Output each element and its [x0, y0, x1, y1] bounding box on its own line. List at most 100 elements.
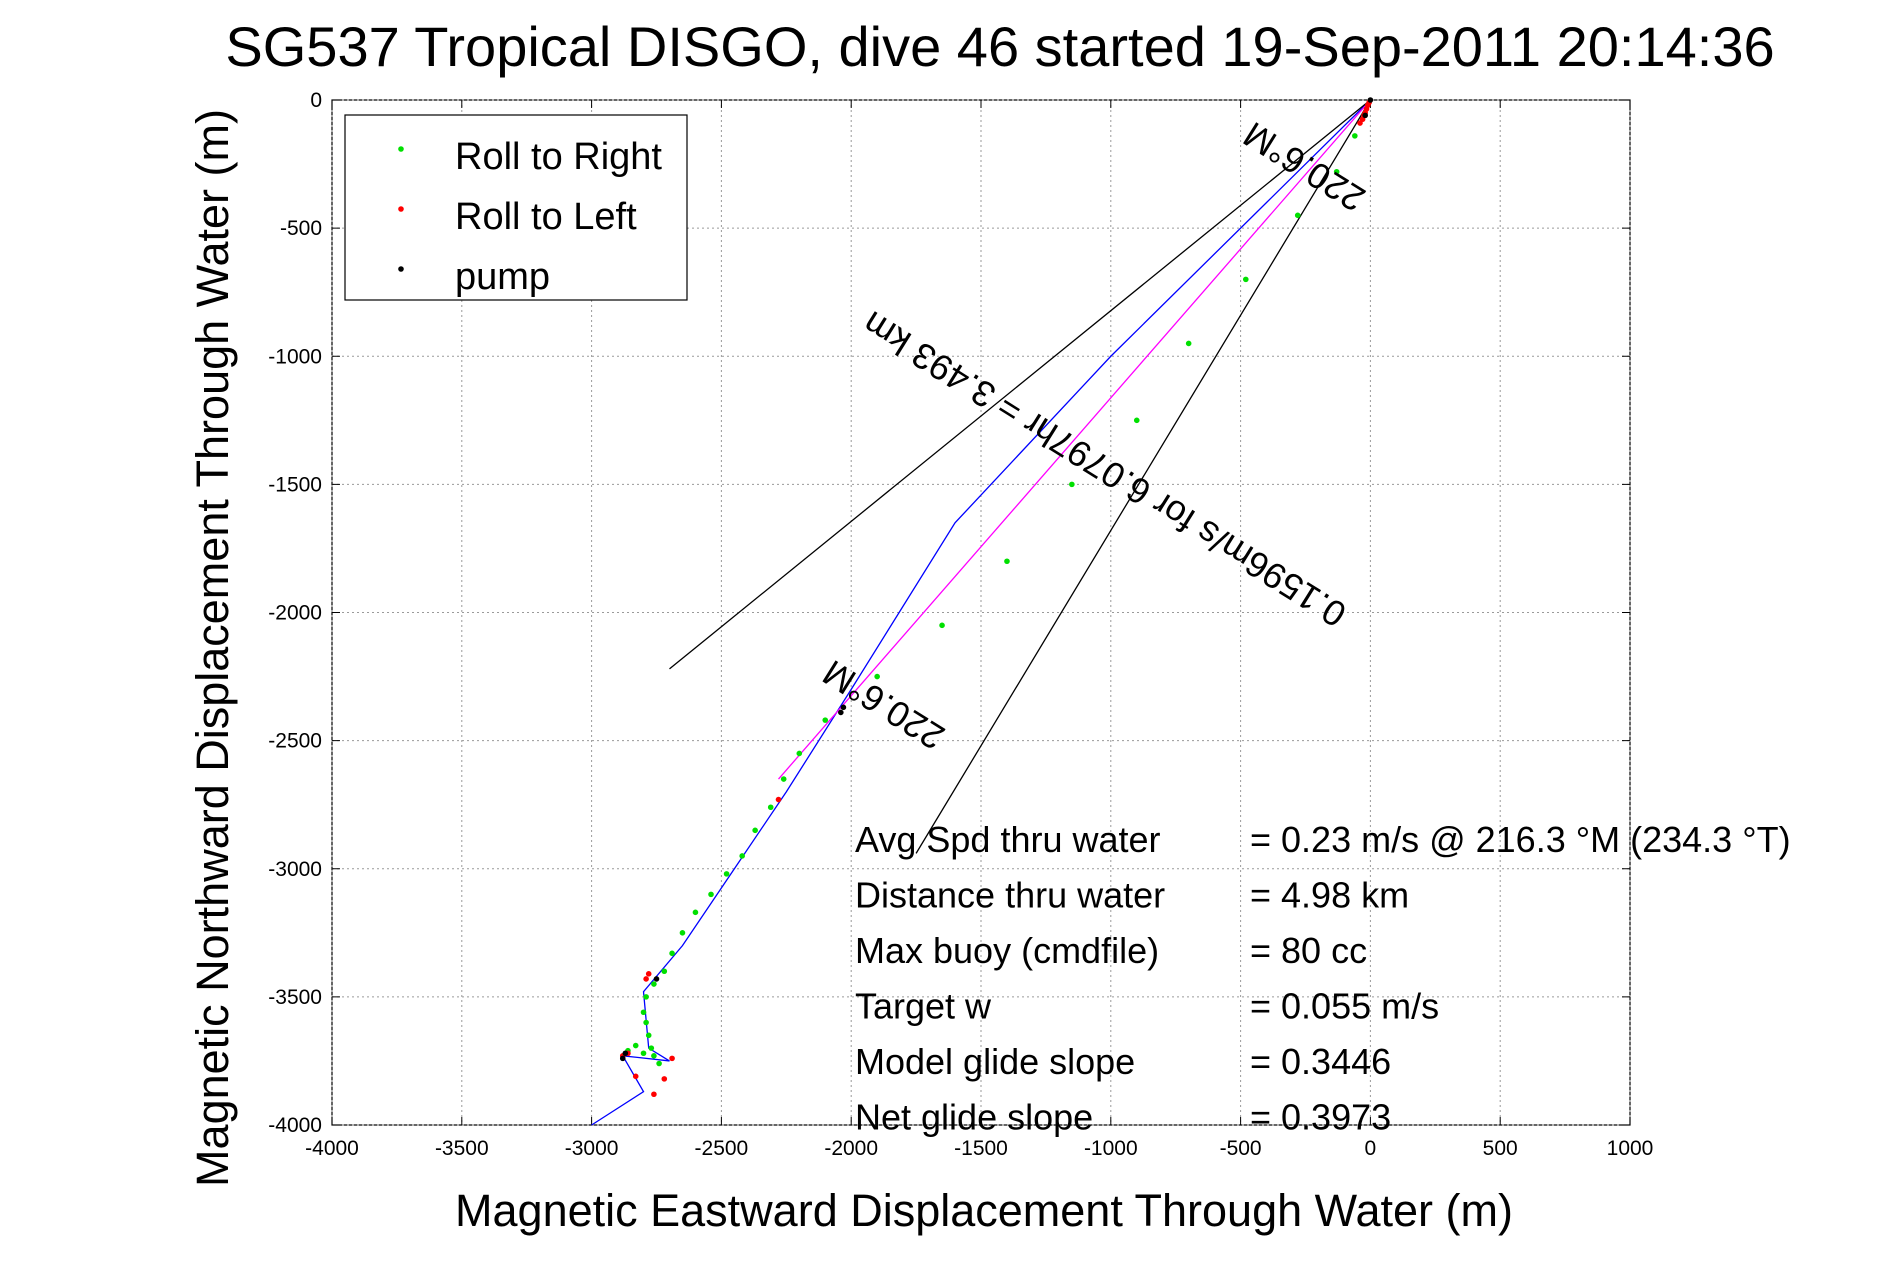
x-tick-label: -2500	[695, 1137, 749, 1160]
x-tick-label: -500	[1220, 1137, 1262, 1160]
stat-value: = 0.055 m/s	[1250, 986, 1439, 1027]
stat-value: = 0.3973	[1250, 1097, 1391, 1138]
point-roll-to-right	[780, 776, 787, 782]
point-roll-to-left	[661, 1076, 668, 1082]
point-roll-to-right	[1004, 558, 1010, 565]
x-tick-label: -1500	[954, 1137, 1008, 1160]
point-roll-to-right	[822, 717, 829, 723]
point-roll-to-left	[645, 971, 652, 977]
point-roll-to-right	[651, 1053, 657, 1059]
x-tick-label: 1000	[1607, 1137, 1654, 1160]
point-roll-to-left	[651, 1091, 657, 1098]
point-roll-to-right	[679, 930, 686, 936]
legend: Roll to Right Roll to Left pump	[344, 114, 688, 301]
line-ray1	[669, 99, 1371, 670]
point-roll-to-right	[796, 750, 803, 757]
point-roll-to-right	[739, 853, 745, 859]
point-roll-to-right	[752, 827, 758, 834]
stat-label: Model glide slope	[855, 1041, 1135, 1082]
point-roll-to-right	[692, 909, 699, 916]
point-roll-to-right	[874, 673, 880, 680]
point-roll-to-left	[775, 796, 782, 803]
legend-label-roll-to-right: Roll to Right	[455, 136, 662, 178]
chart-title: SG537 Tropical DISGO, dive 46 started 19…	[225, 15, 1774, 78]
point-roll-to-left	[632, 1073, 639, 1080]
x-tick-label: -1000	[1084, 1137, 1138, 1160]
point-pump	[840, 704, 847, 711]
point-roll-to-right	[632, 1042, 639, 1049]
chart-lines	[591, 99, 1371, 1126]
x-tick-label: 500	[1483, 1137, 1518, 1160]
point-roll-to-right	[640, 1050, 647, 1057]
point-roll-to-right	[1333, 168, 1340, 175]
stat-value: = 0.3446	[1250, 1041, 1391, 1082]
stat-label: Distance thru water	[855, 875, 1165, 916]
point-roll-to-right	[645, 1032, 652, 1039]
x-tick-label: -4000	[305, 1137, 359, 1160]
point-pump	[1362, 112, 1369, 119]
point-roll-to-right	[1069, 481, 1075, 488]
x-axis-label: Magnetic Eastward Displacement Through W…	[455, 1185, 1513, 1236]
stat-label: Avg Spd thru water	[855, 819, 1161, 860]
legend-label-pump: pump	[455, 256, 550, 298]
point-roll-to-right	[651, 981, 657, 987]
point-roll-to-left	[643, 976, 649, 982]
y-tick-label: 0	[310, 89, 322, 112]
point-pump	[653, 976, 660, 982]
point-roll-to-right	[767, 804, 774, 811]
legend-marker-roll-to-left	[398, 206, 404, 212]
x-axis-ticks: -4000 -3500 -3000 -2500 -2000 -1500 -1000 -500 0…	[305, 100, 1653, 1160]
legend-marker-roll-to-right	[398, 146, 404, 152]
stat-value: = 4.98 km	[1250, 875, 1409, 916]
y-tick-label: -3500	[268, 986, 322, 1009]
point-roll-to-right	[939, 622, 945, 629]
y-axis-label: Magnetic Northward Displacement Through …	[187, 109, 238, 1187]
line-ray2	[915, 99, 1371, 854]
y-tick-label: -4000	[268, 1114, 322, 1137]
point-roll-to-left	[669, 1055, 675, 1062]
point-roll-to-right	[1133, 417, 1140, 424]
y-axis-ticks: 0 -500 -1000 -1500 -2000 -2500 -3000 -3500 -4000	[268, 89, 1630, 1137]
point-roll-to-right	[656, 1060, 662, 1067]
grid	[331, 99, 1631, 1126]
y-tick-label: -2500	[268, 730, 322, 753]
point-roll-to-right	[669, 950, 675, 957]
x-tick-label: -2000	[824, 1137, 878, 1160]
point-pump	[1367, 97, 1374, 103]
stat-value: = 0.23 m/s @ 216.3 °M (234.3 °T)	[1250, 819, 1791, 860]
legend-label-roll-to-left: Roll to Left	[455, 196, 637, 238]
point-roll-to-right	[643, 1019, 649, 1026]
stat-label: Net glide slope	[855, 1097, 1093, 1138]
point-roll-to-right	[643, 994, 649, 1000]
stat-value: = 80 cc	[1250, 930, 1367, 971]
y-tick-label: -1500	[268, 473, 322, 496]
point-roll-to-right	[661, 968, 668, 975]
point-roll-to-right	[640, 1009, 647, 1016]
point-roll-to-right	[723, 871, 730, 877]
chart-points	[619, 97, 1374, 1098]
stat-label: Max buoy (cmdfile)	[855, 930, 1159, 971]
point-pump	[619, 1055, 626, 1062]
y-tick-label: -2000	[268, 602, 322, 625]
point-roll-to-right	[708, 891, 714, 898]
line-track	[591, 99, 1371, 1126]
x-tick-label: -3000	[565, 1137, 619, 1160]
point-pump	[622, 1050, 629, 1057]
x-tick-label: 0	[1365, 1137, 1377, 1160]
point-roll-to-right	[1352, 133, 1358, 139]
stat-label: Target w	[855, 986, 992, 1027]
line-model	[778, 99, 1371, 780]
y-tick-label: -3000	[268, 858, 322, 881]
y-tick-label: -500	[280, 217, 322, 240]
point-roll-to-right	[1185, 340, 1192, 347]
x-tick-label: -3500	[435, 1137, 489, 1160]
y-tick-label: -1000	[268, 345, 322, 368]
point-roll-to-right	[1242, 276, 1249, 283]
point-roll-to-right	[1294, 212, 1301, 219]
legend-marker-pump	[398, 266, 404, 272]
point-pump	[838, 709, 844, 716]
point-roll-to-left	[1357, 120, 1363, 126]
point-roll-to-right	[648, 1045, 655, 1051]
stats-block: Avg Spd thru water = 0.23 m/s @ 216.3 °M …	[855, 819, 1791, 1138]
